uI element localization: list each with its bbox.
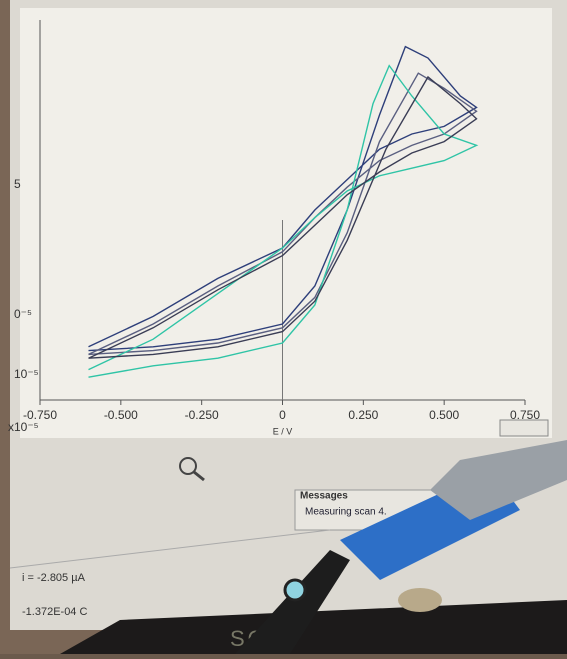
- x-tick-label: -0.750: [23, 408, 57, 422]
- y-tick-fragment: 5: [14, 177, 21, 191]
- x-axis-label: E / V: [273, 426, 293, 436]
- page: 5 0⁻⁵ 10⁻⁵ x10⁻⁵ Messages Measuring scan…: [0, 0, 567, 654]
- plot-area: [20, 8, 552, 438]
- x-tick-label: 0.750: [510, 408, 540, 422]
- button[interactable]: [500, 420, 548, 436]
- x-tick-label: -0.250: [185, 408, 219, 422]
- y-tick-fragment: 10⁻⁵: [14, 367, 39, 381]
- electrode-disc: [285, 580, 305, 600]
- charge-readout: -1.372E-04 C: [22, 606, 87, 618]
- current-readout: i = -2.805 µA: [22, 572, 86, 584]
- coin: [398, 588, 442, 612]
- x-tick-label: 0.250: [348, 408, 378, 422]
- screen-photo: 5 0⁻⁵ 10⁻⁵ x10⁻⁵ Messages Measuring scan…: [0, 0, 567, 654]
- x-tick-label: 0.500: [429, 408, 459, 422]
- y-tick-fragment: 0⁻⁵: [14, 307, 32, 321]
- x-tick-label: 0: [279, 408, 286, 422]
- messages-title: Messages: [300, 491, 348, 502]
- y-tick-fragment: x10⁻⁵: [8, 420, 39, 434]
- x-tick-label: -0.500: [104, 408, 138, 422]
- message-text: Measuring scan 4.: [305, 507, 387, 518]
